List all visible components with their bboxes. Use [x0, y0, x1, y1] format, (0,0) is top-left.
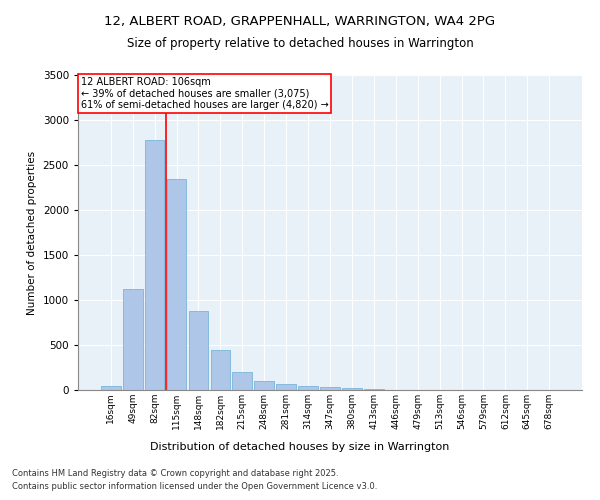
Bar [188, 311, 208, 390]
Bar [364, 389, 384, 390]
Bar [232, 372, 252, 390]
Text: Contains public sector information licensed under the Open Government Licence v3: Contains public sector information licen… [12, 482, 377, 491]
Text: Distribution of detached houses by size in Warrington: Distribution of detached houses by size … [151, 442, 449, 452]
Bar [298, 386, 318, 390]
Bar [211, 350, 230, 390]
Text: 12, ALBERT ROAD, GRAPPENHALL, WARRINGTON, WA4 2PG: 12, ALBERT ROAD, GRAPPENHALL, WARRINGTON… [104, 15, 496, 28]
Text: 12 ALBERT ROAD: 106sqm
← 39% of detached houses are smaller (3,075)
61% of semi-: 12 ALBERT ROAD: 106sqm ← 39% of detached… [80, 76, 328, 110]
Bar [167, 180, 187, 390]
Bar [320, 388, 340, 390]
Bar [254, 381, 274, 390]
Bar [101, 386, 121, 390]
Bar [342, 388, 362, 390]
Text: Contains HM Land Registry data © Crown copyright and database right 2025.: Contains HM Land Registry data © Crown c… [12, 468, 338, 477]
Y-axis label: Number of detached properties: Number of detached properties [27, 150, 37, 314]
Bar [145, 140, 164, 390]
Bar [276, 384, 296, 390]
Bar [123, 289, 143, 390]
Text: Size of property relative to detached houses in Warrington: Size of property relative to detached ho… [127, 38, 473, 51]
